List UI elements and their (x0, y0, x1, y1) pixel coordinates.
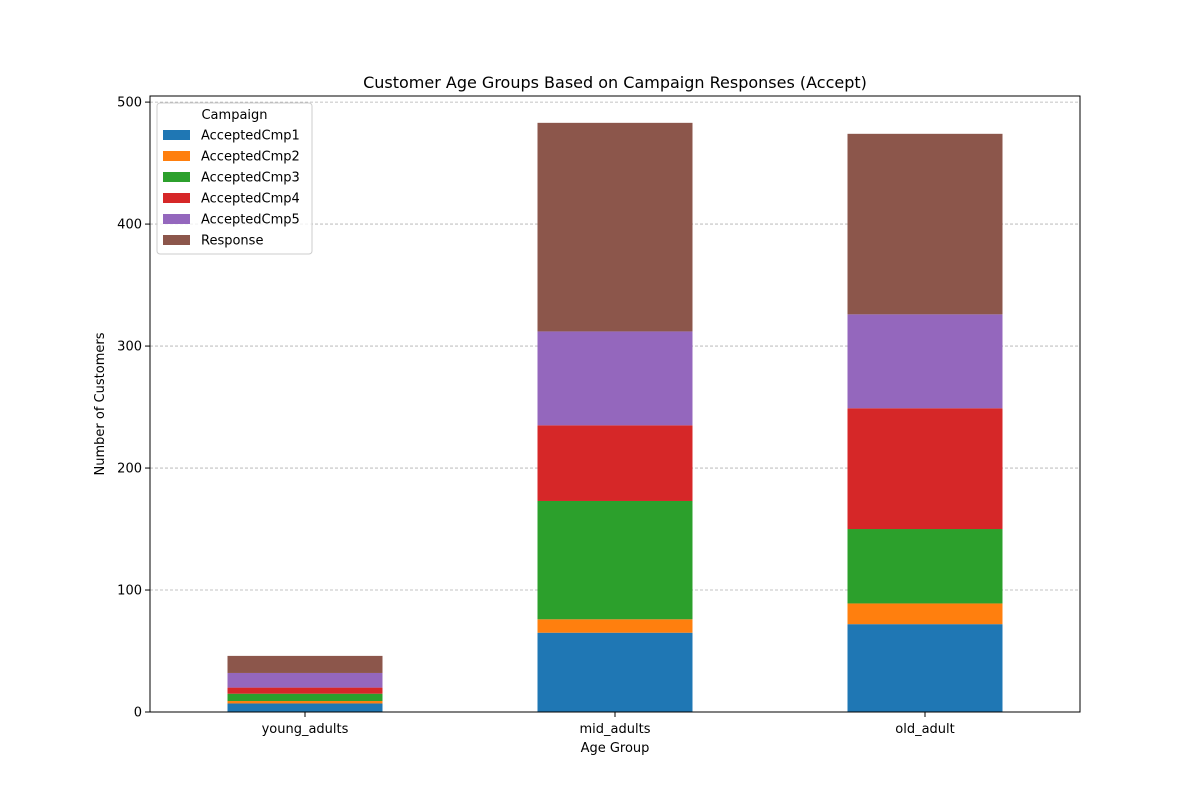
x-tick-label-mid_adults: mid_adults (580, 722, 651, 737)
bars (227, 122, 1003, 712)
bar-young_adults-AcceptedCmp5 (227, 672, 383, 688)
legend-swatch-AcceptedCmp5 (163, 214, 190, 224)
y-tick-label-400: 400 (117, 218, 142, 233)
legend-label-AcceptedCmp5: AcceptedCmp5 (201, 213, 300, 228)
legend-title: Campaign (201, 108, 267, 123)
legend-items: AcceptedCmp1 AcceptedCmp2 AcceptedCmp3 Acce… (163, 129, 300, 249)
legend-label-AcceptedCmp4: AcceptedCmp4 (201, 192, 300, 207)
bar-old_adult-AcceptedCmp5 (847, 314, 1003, 409)
y-tick-label-200: 200 (117, 462, 142, 477)
legend-swatch-AcceptedCmp2 (163, 151, 190, 161)
legend-swatch-AcceptedCmp4 (163, 193, 190, 203)
y-axis-ticks: 0 100 200 300 400 500 (117, 96, 150, 721)
bar-mid_adults-AcceptedCmp1 (537, 632, 693, 712)
bar-young_adults-AcceptedCmp3 (227, 693, 383, 702)
bar-old_adult-AcceptedCmp3 (847, 529, 1003, 604)
bar-young_adults-Response (227, 655, 383, 673)
legend-label-Response: Response (201, 234, 263, 249)
bar-mid_adults-AcceptedCmp3 (537, 500, 693, 620)
y-tick-label-500: 500 (117, 96, 142, 111)
x-tick-label-old_adult: old_adult (895, 722, 954, 737)
legend: Campaign AcceptedCmp1AcceptedCmp2Accepte… (156, 102, 313, 255)
x-axis-label: Age Group (581, 741, 650, 756)
legend-swatch-Response (163, 235, 190, 245)
x-tick-label-young_adults: young_adults (262, 722, 349, 737)
bar-mid_adults-AcceptedCmp5 (537, 331, 693, 426)
legend-label-AcceptedCmp1: AcceptedCmp1 (201, 129, 300, 144)
legend-swatch-AcceptedCmp1 (163, 130, 190, 140)
legend-label-AcceptedCmp2: AcceptedCmp2 (201, 150, 300, 165)
bar-young_adults-AcceptedCmp4 (227, 687, 383, 694)
y-axis-label: Number of Customers (93, 332, 108, 475)
bar-old_adult-Response (847, 133, 1003, 315)
bar-mid_adults-AcceptedCmp4 (537, 425, 693, 501)
bar-mid_adults-Response (537, 122, 693, 332)
legend-box (156, 102, 313, 255)
bar-young_adults-AcceptedCmp1 (227, 703, 383, 712)
bar-old_adult-AcceptedCmp4 (847, 408, 1003, 530)
bar-mid_adults-AcceptedCmp2 (537, 619, 693, 633)
bar-young_adults-AcceptedCmp2 (227, 701, 383, 704)
y-tick-label-100: 100 (117, 584, 142, 599)
y-tick-label-0: 0 (134, 706, 142, 721)
legend-label-AcceptedCmp3: AcceptedCmp3 (201, 171, 300, 186)
y-tick-label-300: 300 (117, 340, 142, 355)
bar-old_adult-AcceptedCmp2 (847, 603, 1003, 625)
legend-swatch-AcceptedCmp3 (163, 172, 190, 182)
chart-title: Customer Age Groups Based on Campaign Re… (363, 73, 867, 92)
x-axis-ticks: young_adults mid_adults old_adult (262, 712, 955, 737)
bar-old_adult-AcceptedCmp1 (847, 624, 1003, 712)
